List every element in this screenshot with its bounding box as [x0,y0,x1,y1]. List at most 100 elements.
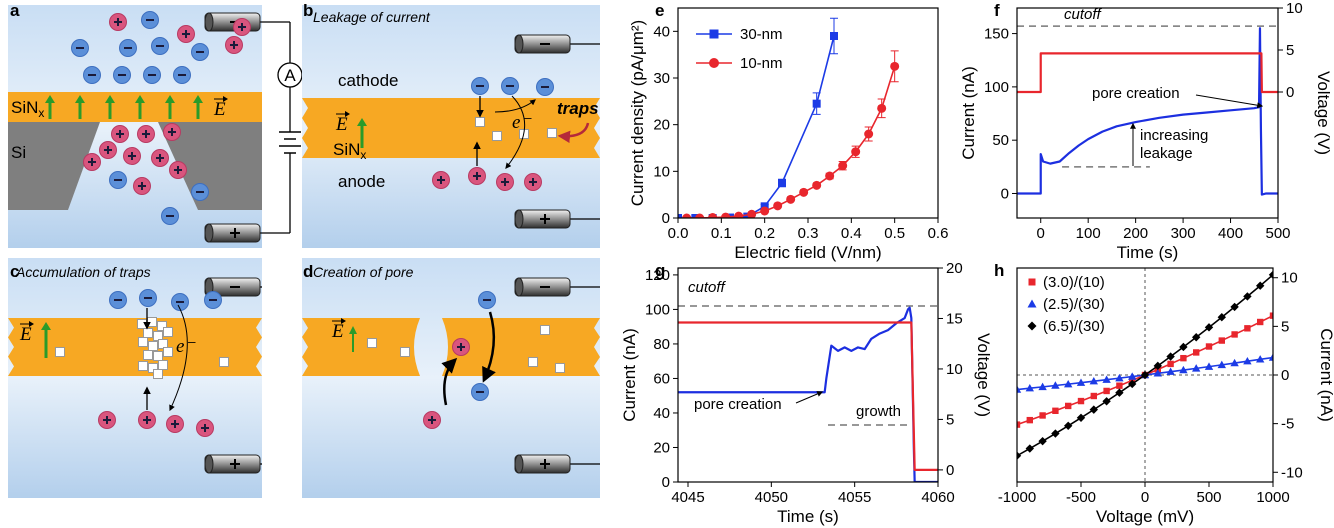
marker [1028,322,1037,331]
x-tick-label: 200 [1123,225,1148,242]
trap [149,342,158,351]
x-tick-label: 0 [1037,225,1045,242]
marker [1116,383,1122,389]
marker [1026,444,1034,452]
marker [812,181,821,190]
trap [159,361,168,370]
plot-area [1017,26,1278,194]
y-tick-label: 10 [653,163,670,180]
electrode-cap [205,13,213,31]
marker [825,172,834,181]
electrode-cap [205,224,213,242]
annotation: cutoff [688,279,727,296]
y-tick-label: 0 [662,474,670,491]
annotation: leakage [1140,145,1193,162]
panel-label: e [655,1,664,20]
marker [890,62,899,71]
y-tick-label: 40 [653,405,670,422]
y-tick-label: 100 [645,301,670,318]
marker [813,100,821,108]
trap [154,352,163,361]
trap [541,326,550,335]
marker [1027,417,1033,423]
x-tick-label: 4055 [838,489,871,506]
plot-frame [678,268,938,482]
y-tick-label: 0 [662,210,670,227]
y-tick-label: 0 [1281,367,1289,384]
y-axis-label: Current (nA) [1317,328,1334,422]
y-tick-label: 80 [653,336,670,353]
trap [493,132,502,141]
panel-label: d [303,262,313,281]
legend-label: 30-nm [740,26,783,43]
field-label: E [213,99,226,120]
y-tick-label: 0 [1001,185,1009,202]
marker [864,130,873,139]
y-axis-label: Current density (pA/μm²) [628,20,647,206]
x-axis-label: Voltage (mV) [1096,507,1194,526]
trap [164,348,173,357]
plot-frame [678,8,938,218]
field-label: E [335,114,348,135]
marker [786,195,795,204]
marker [734,212,743,221]
panel-label: f [994,1,1000,20]
trap [148,318,157,327]
marker [1231,331,1237,337]
marker [1102,397,1110,405]
y-tick-label: -5 [1281,416,1294,433]
marker [1077,414,1085,422]
x-tick-label: 0.1 [711,225,732,242]
x-tick-label: 400 [1218,225,1243,242]
trap [220,358,229,367]
marker [1038,437,1046,445]
y-tick-label: 100 [984,79,1009,96]
marker [1090,405,1098,413]
x-tick-label: 4060 [921,489,954,506]
trap [139,362,148,371]
y2-tick-label: 5 [1286,42,1294,59]
x-axis-label: Time (s) [777,507,839,526]
marker [1051,429,1059,437]
plot-area [674,18,899,222]
marker [1064,422,1072,430]
marker [1219,337,1225,343]
x-tick-label: 0.5 [884,225,905,242]
legend-label: (3.0)/(10) [1043,274,1105,291]
y2-tick-label: 10 [946,361,963,378]
y-tick-label: 5 [1281,318,1289,335]
y-tick-label: 20 [653,117,670,134]
plot-area [678,306,938,482]
x-tick-label: 0 [1141,489,1149,506]
electrode-cap [515,35,523,53]
trap [368,339,377,348]
panel-title: Leakage of current [313,9,431,25]
y-tick-label: 150 [984,26,1009,43]
series-line [678,308,938,482]
marker [710,30,719,39]
x-tick-label: 500 [1196,489,1221,506]
trap [401,348,410,357]
material: SiN [11,98,38,117]
marker [799,188,808,197]
electrode-cap [515,210,523,228]
y-tick-label: 10 [1281,270,1298,287]
marker [709,58,719,68]
material-subscript: x [360,148,366,162]
electrode-cap [515,455,523,473]
x-tick-label: -500 [1066,489,1096,506]
figure: e0.00.10.20.30.40.50.6Electric field (V/… [0,0,1334,528]
trap [56,348,65,357]
diagrams [8,5,600,498]
marker [1028,300,1037,308]
y-tick-label: 40 [653,23,670,40]
marker [1039,412,1045,418]
legend-label: (2.5)/(30) [1043,296,1105,313]
x-tick-label: 4045 [671,489,704,506]
marker [1206,343,1212,349]
x-tick-label: 100 [1076,225,1101,242]
x-tick-label: 0.6 [928,225,949,242]
x-tick-label: 0.3 [798,225,819,242]
electron-label: e⁻ [512,112,532,133]
marker [830,32,838,40]
